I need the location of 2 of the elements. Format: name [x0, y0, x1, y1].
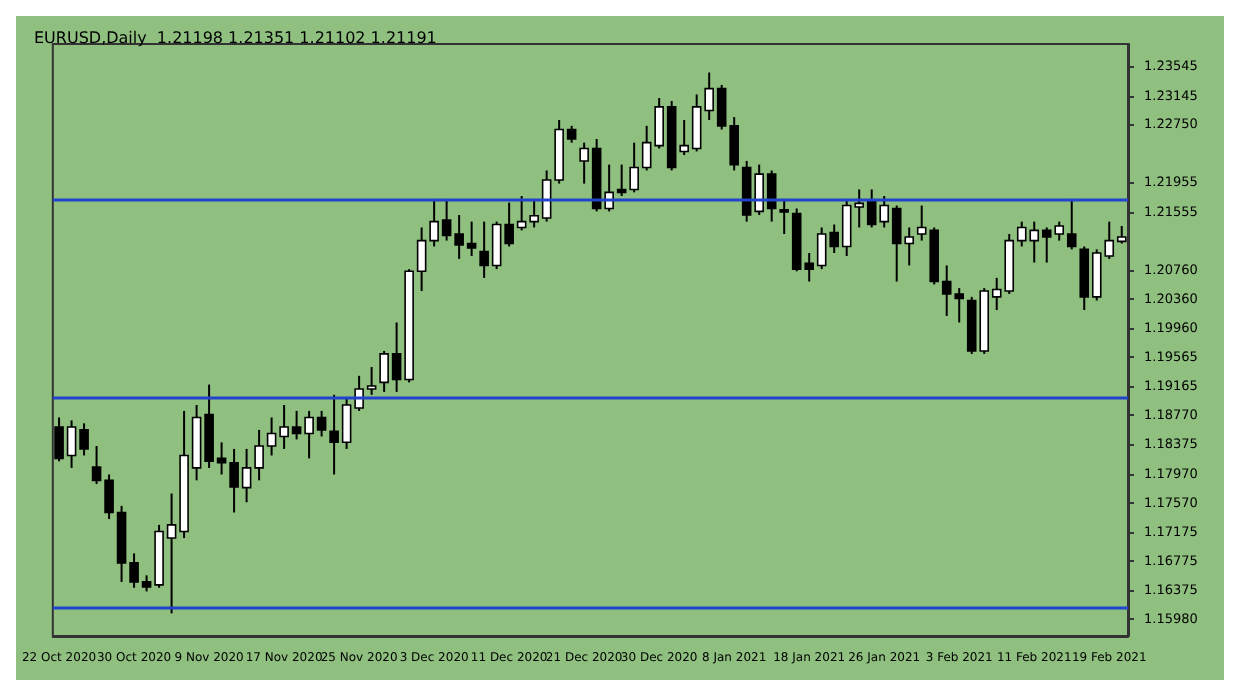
chart-title: EURUSD,Daily 1.21198 1.21351 1.21102 1.21191: [34, 29, 437, 47]
candlestick: [779, 197, 789, 236]
